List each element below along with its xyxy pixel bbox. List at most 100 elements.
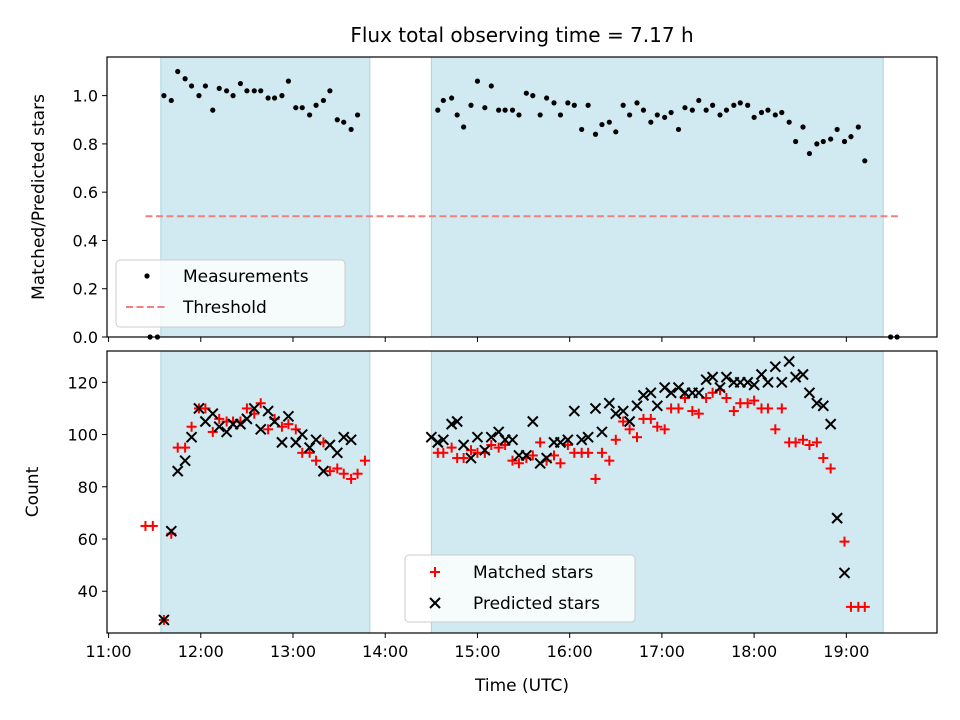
measurement-point (648, 119, 654, 125)
matched-star-point (555, 458, 566, 469)
measurement-point (334, 117, 340, 123)
measurement-point (682, 105, 688, 111)
matched-star-point (610, 434, 621, 445)
matched-star-point (770, 424, 781, 435)
x-tick-label: 12:00 (178, 642, 224, 661)
predicted-star-point (589, 402, 602, 415)
matched-star-point (332, 463, 343, 474)
predicted-star-point (838, 567, 851, 579)
measurement-point (468, 102, 474, 108)
measurement-point (723, 107, 730, 113)
matched-star-point (549, 450, 560, 461)
measurement-point (449, 95, 455, 101)
predicted-star-point (693, 387, 705, 399)
matched-star-point (811, 437, 822, 448)
predicted-star-point (824, 418, 837, 430)
measurement-point (271, 95, 278, 101)
measurement-point (196, 93, 202, 99)
top-data-marks (145, 68, 900, 340)
matched-star-point (618, 416, 629, 427)
predicted-star-point (331, 447, 343, 459)
top-legend-box (115, 259, 346, 328)
predicted-star-point (769, 360, 782, 373)
bottom-data-marks (140, 355, 870, 626)
y-tick-label: 0.2 (73, 280, 98, 299)
predicted-star-point (789, 371, 802, 383)
predicted-star-point (317, 465, 330, 477)
x-tick-label: 16:00 (547, 642, 593, 661)
measurement-point (765, 107, 771, 113)
predicted-star-point (603, 397, 616, 409)
predicted-star-point (540, 452, 553, 464)
measurement-point (327, 88, 333, 94)
measurement-point (279, 93, 285, 99)
y-tick-label: 100 (67, 426, 98, 445)
matched-star-point (652, 421, 663, 432)
matched-star-point (352, 468, 363, 479)
y-tick-label: 0.6 (73, 183, 98, 202)
predicted-star-point (520, 449, 533, 462)
measurement-point (551, 100, 557, 106)
measurement-point (841, 138, 848, 145)
top-y-ticks: 0.0 0.2 0.4 0.6 0.8 1.0 (73, 87, 107, 347)
legend-measurements-marker (144, 273, 150, 279)
predicted-star-point (479, 444, 491, 456)
legend-predicted-marker (429, 597, 441, 609)
measurement-point (779, 109, 785, 116)
matched-star-point (446, 442, 457, 453)
predicted-star-point (568, 405, 580, 417)
measurement-point (557, 112, 564, 118)
measurement-point (806, 150, 813, 157)
predicted-star-point (506, 434, 519, 446)
matched-star-point (180, 442, 191, 453)
matched-star-point (604, 455, 615, 466)
matched-star-point (359, 455, 370, 466)
matched-star-point (596, 447, 607, 458)
measurement-point (565, 100, 571, 106)
measurement-point (537, 112, 543, 118)
measurement-point (230, 93, 236, 99)
matched-star-point (749, 395, 760, 406)
measurement-point (814, 141, 820, 147)
measurement-point (696, 97, 702, 104)
measurement-point (640, 107, 647, 113)
matched-star-point (776, 403, 787, 414)
predicted-star-point (451, 415, 463, 428)
measurement-point (620, 102, 626, 108)
top-axes-frame (106, 56, 938, 338)
measurement-point (530, 93, 536, 99)
predicted-star-point (623, 415, 636, 428)
matched-star-point (721, 393, 732, 403)
matched-star-point (255, 398, 266, 409)
legend-threshold-label: Threshold (182, 298, 267, 318)
measurement-point (307, 112, 313, 118)
measurement-point (202, 83, 209, 89)
matched-star-point (147, 520, 158, 531)
predicted-star-point (776, 376, 788, 389)
measurement-point (758, 109, 765, 116)
predicted-star-point (457, 439, 470, 451)
predicted-star-point (432, 436, 444, 449)
measurement-point (627, 112, 633, 118)
top-x-ticks (108, 337, 847, 342)
matched-star-point (590, 473, 601, 484)
bottom-axes-frame (106, 350, 938, 634)
predicted-star-point (193, 402, 205, 415)
predicted-star-point (720, 371, 733, 383)
predicted-star-point (831, 512, 843, 524)
matched-star-point (527, 450, 538, 461)
matched-star-point (186, 421, 197, 432)
matched-star-point (324, 466, 335, 477)
matched-star-point (438, 447, 449, 458)
bottom-panel: 40 60 80 100 120 11:00 12:00 13:00 14:00 15:00 16… (23, 350, 938, 696)
matched-star-point (859, 601, 870, 612)
matched-star-point (304, 447, 315, 458)
bottom-y-axis-label: Count (23, 466, 43, 517)
predicted-star-point (631, 400, 643, 412)
matched-star-point (659, 424, 670, 435)
predicted-star-point (296, 428, 308, 441)
x-tick-label: 14:00 (362, 642, 408, 661)
measurement-point (834, 126, 840, 133)
predicted-star-point (465, 452, 477, 464)
matched-star-point (513, 458, 524, 469)
